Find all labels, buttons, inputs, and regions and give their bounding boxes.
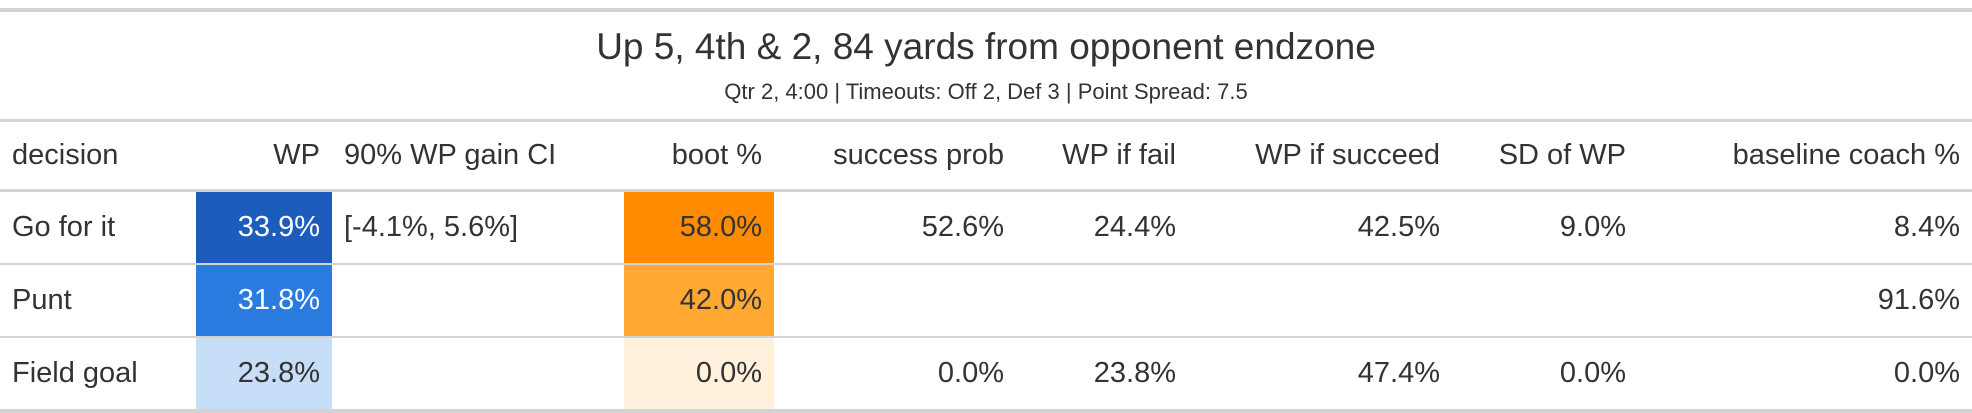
cell-baseline: 8.4% [1638, 190, 1972, 265]
cell-wp-succeed: 42.5% [1188, 190, 1452, 265]
cell-ci: [-4.1%, 5.6%] [332, 190, 624, 265]
col-header-baseline: baseline coach % [1638, 122, 1972, 192]
cell-boot: 58.0% [624, 190, 774, 265]
col-header-success-prob: success prob [774, 122, 1016, 192]
cell-wp-fail [1016, 264, 1188, 338]
col-header-ci: 90% WP gain CI [332, 122, 624, 192]
cell-wp-succeed: 47.4% [1188, 337, 1452, 413]
cell-baseline: 91.6% [1638, 264, 1972, 338]
header-rule [0, 119, 1972, 122]
cell-decision: Field goal [0, 337, 196, 413]
cell-wp-succeed [1188, 264, 1452, 338]
col-header-wp-succeed: WP if succeed [1188, 122, 1452, 192]
cell-success-prob: 0.0% [774, 337, 1016, 413]
cell-success-prob [774, 264, 1016, 338]
cell-ci [332, 337, 624, 413]
cell-sd-wp [1452, 264, 1638, 338]
table-subtitle: Qtr 2, 4:00 | Timeouts: Off 2, Def 3 | P… [724, 79, 1248, 104]
header-row: decision WP 90% WP gain CI boot % succes… [0, 122, 1972, 192]
cell-wp-fail: 24.4% [1016, 190, 1188, 265]
col-header-boot: boot % [624, 122, 774, 192]
decision-table: decision WP 90% WP gain CI boot % succes… [0, 122, 1972, 413]
cell-wp: 33.9% [196, 190, 332, 265]
cell-wp-fail: 23.8% [1016, 337, 1188, 413]
cell-baseline: 0.0% [1638, 337, 1972, 413]
cell-boot: 0.0% [624, 337, 774, 413]
cell-boot: 42.0% [624, 264, 774, 338]
col-header-wp: WP [196, 122, 332, 192]
table-row: Field goal 23.8% 0.0% 0.0% 23.8% 47.4% 0… [0, 337, 1972, 413]
table-row: Punt 31.8% 42.0% 91.6% [0, 264, 1972, 338]
cell-wp: 23.8% [196, 337, 332, 413]
cell-sd-wp: 9.0% [1452, 190, 1638, 265]
cell-sd-wp: 0.0% [1452, 337, 1638, 413]
top-rule [0, 8, 1972, 12]
col-header-wp-fail: WP if fail [1016, 122, 1188, 192]
cell-decision: Go for it [0, 190, 196, 265]
cell-success-prob: 52.6% [774, 190, 1016, 265]
col-header-decision: decision [0, 122, 196, 192]
cell-ci [332, 264, 624, 338]
table-row: Go for it 33.9% [-4.1%, 5.6%] 58.0% 52.6… [0, 190, 1972, 265]
col-header-sd-wp: SD of WP [1452, 122, 1638, 192]
cell-wp: 31.8% [196, 264, 332, 338]
cell-decision: Punt [0, 264, 196, 338]
table-title: Up 5, 4th & 2, 84 yards from opponent en… [596, 26, 1376, 67]
